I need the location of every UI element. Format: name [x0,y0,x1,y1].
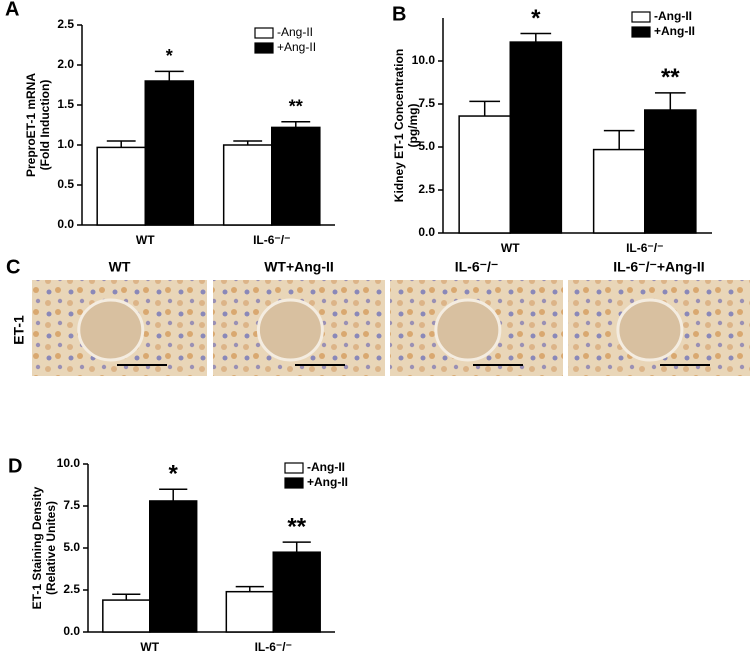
glomerulus [616,298,684,362]
legend-label: +Ang-II [277,40,316,54]
image-title: WT+Ang-II [264,259,334,275]
y-axis-label: Kidney ET-1 Concentration [392,49,406,202]
y-tick-label: 0.5 [57,177,74,191]
legend-swatch [284,477,304,489]
panel-label: C [6,256,20,278]
row-label: ET-1 [11,315,27,345]
bar [102,599,151,633]
annotation: * [169,461,179,488]
bar [225,590,275,633]
y-tick-label: 0.0 [418,225,435,239]
panel-label: A [5,0,19,20]
x-tick-label: IL-6⁻/⁻ [253,233,290,247]
bar [149,500,198,633]
x-tick-label: WT [136,233,155,247]
y-tick-label: 2.0 [57,57,74,71]
legend-label: -Ang-II [277,25,313,39]
panel-c: C ET-1 [6,256,27,345]
bar [458,115,512,234]
y-axis-label: ET-1 Staining Density [30,486,44,609]
bar [222,144,273,226]
y-axis-label: PreproET-1 mRNA [24,73,38,177]
y-tick-label: 2.5 [57,17,74,31]
legend-swatch [254,42,274,54]
bar [271,126,321,226]
legend-label: -Ang-II [307,460,345,474]
y-tick-label: 0.0 [63,624,80,638]
bar [144,80,195,226]
legend-label: -Ang-II [654,9,692,23]
annotation: ** [289,97,303,117]
legend-label: +Ang-II [654,24,695,38]
annotation: ** [287,513,306,540]
bar [644,109,697,234]
y-tick-label: 2.5 [418,182,435,196]
y-tick-label: 0.0 [57,217,74,231]
y-tick-label: 7.5 [63,498,80,512]
y-axis-label: (Fold Induction) [38,80,52,171]
panel-label: B [392,3,406,25]
panel-label: D [8,455,22,477]
y-axis-label: (pg/mg) [406,104,420,148]
bar [96,146,146,226]
y-axis-label: (Relative Unites) [44,501,58,595]
y-tick-label: 10.0 [412,53,436,67]
bar [272,551,321,633]
image-title: WT [109,259,131,275]
y-tick-label: 10.0 [57,456,81,470]
legend-swatch [631,26,651,38]
x-tick-label: WT [501,241,520,255]
image-title: IL-6⁻/⁻ [455,259,499,275]
glomerulus [77,298,145,362]
x-tick-label: IL-6⁻/⁻ [255,640,292,654]
legend-swatch [284,462,304,474]
bar [509,41,563,234]
glomerulus [256,298,324,362]
annotation: ** [661,64,680,91]
legend-swatch [254,27,274,39]
y-tick-label: 5.0 [63,540,80,554]
glomerulus [434,298,502,362]
legend-label: +Ang-II [307,475,348,489]
y-tick-label: 5.0 [418,139,435,153]
bar [592,148,646,234]
legend-swatch [631,11,651,23]
y-tick-label: 7.5 [418,96,435,110]
image-title: IL-6⁻/⁻+Ang-II [613,259,704,275]
y-tick-label: 2.5 [63,582,80,596]
y-tick-label: 1.5 [57,97,74,111]
x-tick-label: IL-6⁻/⁻ [626,241,663,255]
annotation: * [166,46,173,66]
annotation: * [531,5,541,32]
y-tick-label: 1.0 [57,137,74,151]
x-tick-label: WT [140,640,159,654]
